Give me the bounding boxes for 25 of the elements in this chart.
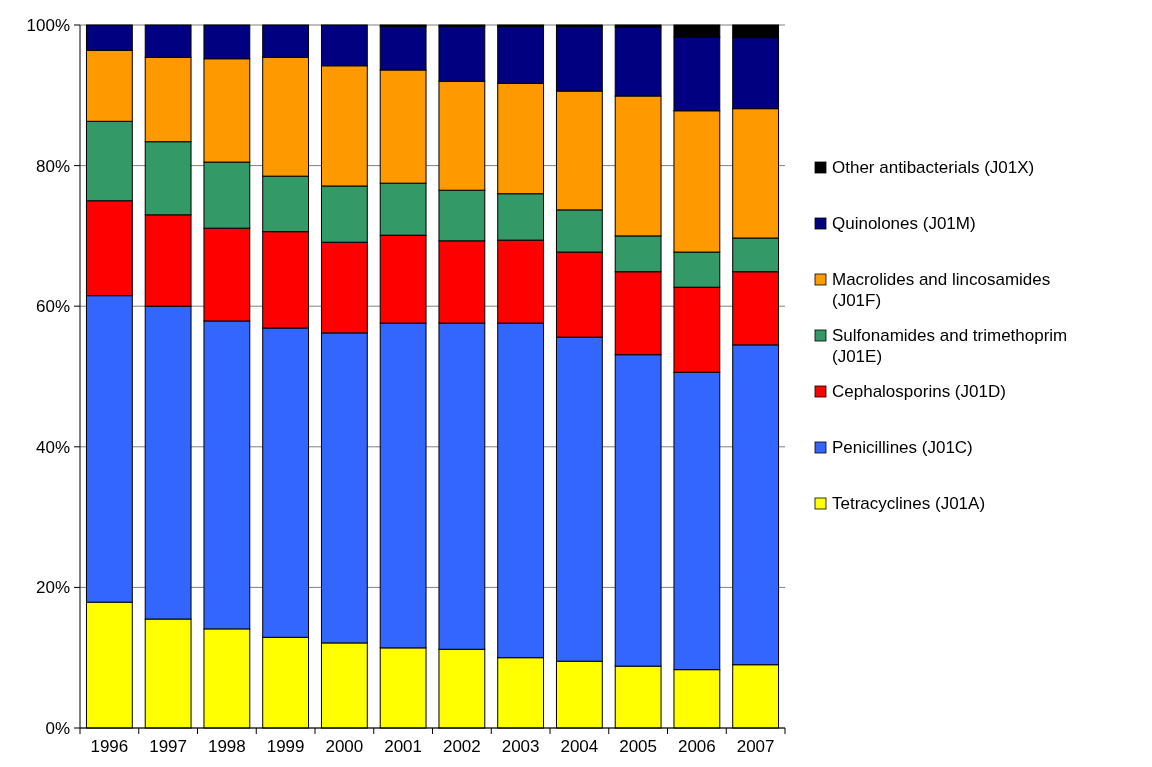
legend-label: Cephalosporins (J01D): [832, 382, 1006, 401]
x-tick-label: 2004: [560, 737, 599, 756]
x-tick-label: 1997: [149, 737, 188, 756]
y-tick-label: 100%: [26, 15, 70, 35]
legend-label: Macrolides and lincosamides (J01F): [832, 270, 1051, 310]
x-tick-label: 2002: [442, 737, 481, 756]
y-tick-label: 0%: [45, 718, 70, 738]
legend-label: Other antibacterials (J01X): [832, 158, 1035, 177]
legend-label: Sulfonamides and trimethoprim (J01E): [832, 326, 1068, 366]
legend-label: Quinolones (J01M): [832, 214, 976, 233]
y-tick-label: 60%: [35, 297, 70, 317]
x-tick-label: 2006: [677, 737, 716, 756]
x-tick-label: 2003: [501, 737, 540, 756]
x-tick-label: 1996: [90, 737, 129, 756]
y-tick-label: 80%: [35, 156, 70, 176]
x-tick-label: 2000: [325, 737, 364, 756]
x-tick-label: 2005: [619, 737, 658, 756]
y-tick-label: 20%: [35, 578, 70, 598]
legend-label: Tetracyclines (J01A): [832, 494, 986, 513]
x-tick-label: 1999: [266, 737, 305, 756]
x-tick-label: 1998: [207, 737, 246, 756]
x-tick-label: 2007: [736, 737, 775, 756]
y-tick-label: 40%: [35, 437, 70, 457]
legend-label: Penicillines (J01C): [832, 438, 973, 457]
x-tick-label: 2001: [384, 737, 423, 756]
